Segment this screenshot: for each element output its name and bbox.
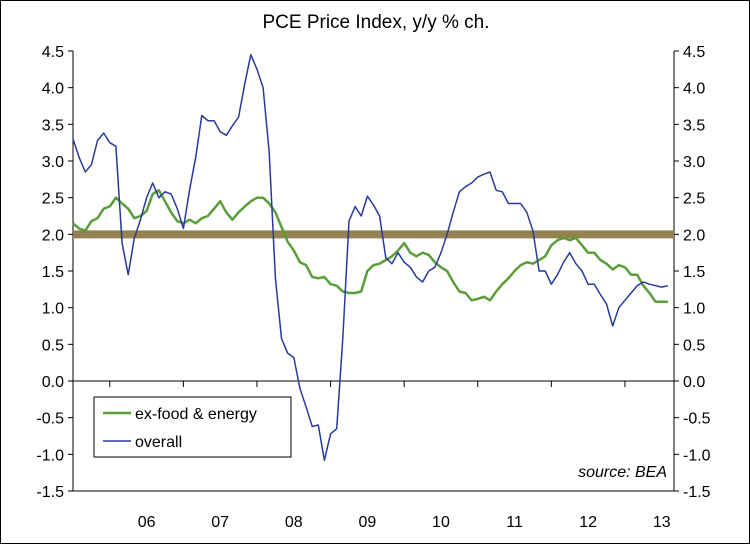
x-tick-label: 06	[138, 514, 156, 531]
x-tick-label: 10	[432, 514, 450, 531]
series-line-overall	[72, 53, 669, 461]
y-tick-label-right: 1.5	[683, 264, 705, 281]
y-tick-label-left: 3.5	[42, 117, 64, 134]
x-tick-label: 11	[506, 514, 523, 531]
y-tick-label-right: 4.0	[683, 81, 705, 98]
y-tick-label-right: 3.5	[683, 117, 705, 134]
legend-label-overall: overall	[135, 434, 182, 451]
y-tick-label-right: 0.5	[683, 337, 705, 354]
y-tick-label-right: -1.0	[683, 447, 711, 464]
y-tick-label-right: 1.0	[683, 301, 705, 318]
series-line-ex-food-energy	[72, 189, 668, 304]
y-tick-label-left: 3.0	[42, 154, 64, 171]
legend-label-ex-food-energy: ex-food & energy	[135, 406, 257, 423]
x-tick-label: 08	[285, 514, 303, 531]
y-tick-label-left: 4.5	[42, 44, 64, 61]
y-tick-label-right: 4.5	[683, 44, 705, 61]
chart-title: PCE Price Index, y/y % ch.	[262, 12, 489, 33]
y-tick-label-right: -0.5	[683, 411, 711, 428]
y-tick-label-left: 0.0	[42, 374, 64, 391]
y-tick-label-right: 0.0	[683, 374, 705, 391]
y-tick-label-left: 2.0	[42, 227, 64, 244]
y-tick-label-right: -1.5	[683, 484, 711, 501]
y-tick-label-right: 3.0	[683, 154, 705, 171]
y-tick-label-left: 2.5	[42, 191, 64, 208]
y-tick-label-left: -1.0	[36, 447, 64, 464]
source-note: source: BEA	[578, 464, 667, 481]
x-tick-label: 12	[579, 514, 597, 531]
y-tick-label-left: 0.5	[42, 337, 64, 354]
legend: ex-food & energy overall	[93, 396, 292, 458]
y-tick-label-left: -1.5	[36, 484, 64, 501]
x-tick-label: 07	[211, 514, 229, 531]
y-tick-label-right: 2.0	[683, 227, 705, 244]
y-tick-label-left: 1.5	[42, 264, 64, 281]
y-tick-label-left: 4.0	[42, 81, 64, 98]
y-tick-label-left: 1.0	[42, 301, 64, 318]
y-tick-label-right: 2.5	[683, 191, 705, 208]
plot-area: 4.5 4.5 4.0 4.0 3.5 3.5 3.0 3.0 2.5 2.5 2.0 2.0 1.5 1…	[36, 44, 710, 531]
y-tick-label-left: -0.5	[36, 411, 64, 428]
legend-box	[93, 396, 292, 458]
x-tick-label: 09	[358, 514, 376, 531]
x-tick-label: 13	[653, 514, 671, 531]
